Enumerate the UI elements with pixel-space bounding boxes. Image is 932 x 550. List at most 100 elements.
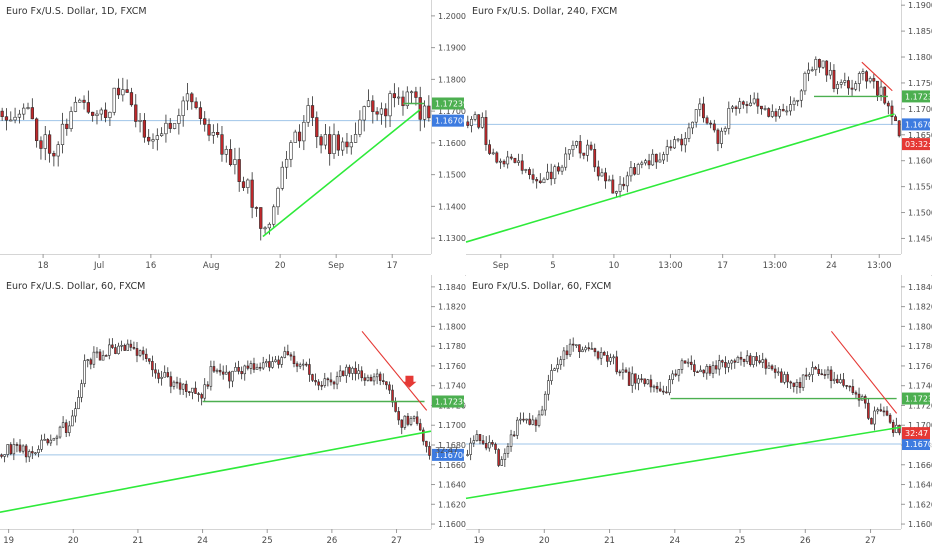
candle-body	[589, 144, 593, 150]
candle-body	[870, 418, 873, 425]
candle-body	[224, 149, 228, 155]
candle-body	[543, 393, 547, 411]
candle-body	[283, 351, 287, 358]
candle-body	[353, 134, 358, 143]
candle-body	[332, 134, 336, 154]
candle-body	[478, 434, 482, 441]
candle-body	[752, 98, 756, 104]
candle-body	[425, 440, 428, 447]
candle-body	[627, 371, 631, 386]
candle-body	[564, 153, 568, 168]
candle-body	[271, 361, 274, 368]
time-tick-label: 27	[865, 536, 876, 546]
candle-body	[581, 349, 584, 353]
candle-body	[422, 429, 425, 442]
candle-body	[237, 366, 240, 372]
candle-body	[406, 415, 410, 425]
price-tick-label: 1.17200	[908, 401, 932, 410]
candle-body	[752, 356, 755, 366]
candle-body	[21, 445, 25, 452]
candle-body	[567, 149, 571, 155]
candle-body	[134, 104, 138, 122]
countdown-label: 32:47	[435, 446, 458, 455]
chart-title: Euro Fx/U.S. Dollar, 60, FXCM	[6, 281, 145, 292]
time-tick-label: 17	[717, 261, 728, 271]
price-tick-label: 1.17000	[908, 421, 932, 430]
chart-panel-4: 1.18400 1.18200 1.18000 1.17800 1.17600 1.174…	[465, 275, 932, 550]
candle-body	[867, 402, 870, 419]
candles	[0, 338, 431, 463]
candle-body	[712, 123, 716, 131]
candle-body	[621, 369, 625, 373]
candle-body	[709, 122, 713, 125]
candle-body	[0, 454, 3, 457]
candle-body	[668, 379, 671, 394]
candle-body	[52, 153, 56, 157]
candle-body	[272, 206, 276, 225]
candle-body	[293, 131, 297, 143]
candle-body	[687, 127, 691, 139]
candle-body	[731, 106, 734, 109]
candle-body	[669, 146, 673, 149]
candle-body	[103, 109, 108, 118]
candle-body	[553, 166, 557, 180]
candle-body	[200, 394, 203, 399]
candle-body	[680, 360, 684, 370]
chart-panel-3: 1.18400 1.18200 1.18000 1.17800 1.17600 1.174…	[0, 275, 471, 550]
candle-body	[319, 136, 323, 146]
candle-body	[593, 348, 597, 353]
candle-body	[528, 169, 531, 175]
candle-body	[401, 96, 405, 107]
candle-body	[488, 144, 491, 154]
candle-body	[129, 343, 133, 348]
candle-body	[714, 365, 718, 370]
candle-body	[280, 357, 283, 365]
candle-body	[622, 183, 626, 187]
candle-body	[851, 386, 855, 393]
candle-body	[274, 359, 277, 362]
candle-body	[422, 105, 427, 120]
candle-body	[586, 144, 589, 156]
candle-body	[215, 369, 219, 372]
candle-body	[95, 113, 99, 116]
candle-body	[164, 122, 168, 135]
candle-body	[516, 419, 519, 436]
candle-body	[512, 434, 516, 437]
candle-body	[475, 434, 479, 441]
candle-body	[206, 384, 210, 387]
candle-body	[302, 121, 306, 142]
candle-body	[865, 71, 868, 82]
candle-body	[895, 424, 898, 433]
candle-body	[774, 111, 778, 117]
candle-body	[284, 158, 289, 168]
time-tick-label: 10	[608, 261, 619, 271]
candle-body	[366, 376, 370, 381]
price-tick-label: 1.18000	[438, 322, 471, 331]
chart-background	[0, 0, 465, 275]
candle-body	[18, 444, 22, 452]
candle-body	[263, 227, 267, 230]
candle-body	[243, 365, 247, 375]
candles	[0, 77, 431, 241]
candle-body	[848, 385, 851, 388]
candle-body	[160, 376, 163, 379]
candle-body	[15, 444, 19, 446]
price-tick-label: 1.13000	[438, 234, 471, 243]
price-tick-label: 1.18200	[438, 303, 471, 312]
candle-body	[785, 110, 789, 113]
candle-body	[590, 348, 594, 350]
candle-body	[371, 100, 375, 112]
candle-body	[6, 444, 9, 455]
candles	[466, 56, 901, 198]
candle-body	[767, 108, 771, 117]
time-tick-label: 16	[145, 261, 156, 271]
candle-body	[528, 418, 531, 425]
candle-body	[147, 136, 151, 142]
level-price-label: 1.17239	[905, 395, 932, 404]
candle-body	[320, 384, 323, 387]
candle-body	[770, 365, 774, 370]
candle-body	[890, 105, 894, 117]
candle-body	[358, 119, 362, 135]
candle-body	[369, 376, 373, 382]
candle-body	[375, 373, 379, 378]
